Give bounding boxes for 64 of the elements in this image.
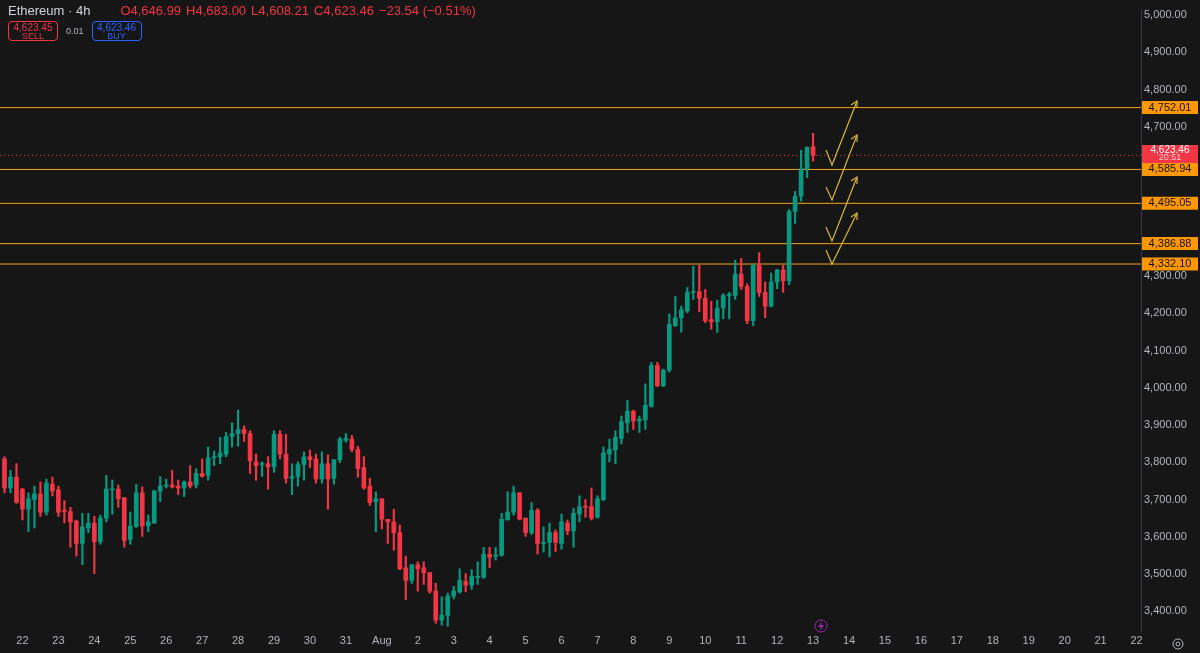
x-tick-label: 28 (231, 634, 245, 647)
x-tick-label: 27 (196, 634, 209, 647)
text: 20:51 (1158, 152, 1182, 163)
y-tick-label: 5,000.00 (1144, 8, 1187, 21)
x-tick-label: 31 (339, 634, 353, 647)
chart-title: Ethereum · 4h (8, 3, 91, 18)
ref-line-label: 4,332.10 (1148, 257, 1192, 270)
y-tick-label: 3,400.00 (1144, 604, 1187, 617)
y-tick-label: 3,700.00 (1144, 492, 1187, 505)
y-tick-label: 4,200.00 (1144, 306, 1187, 319)
x-tick-label: 8 (630, 634, 637, 647)
x-tick-label: 10 (699, 634, 712, 647)
x-tick-label: 7 (594, 634, 601, 647)
annotation: 4,623.46 (96, 22, 137, 33)
ref-line-label: 4,585.94 (1148, 162, 1192, 175)
x-tick-label: 17 (950, 634, 963, 647)
annotation: −23.54 (−0.51%) (378, 3, 476, 18)
x-tick-label: 29 (267, 634, 281, 647)
annotation: O4,646.99 (120, 3, 182, 18)
annotation: BUY (107, 31, 126, 41)
x-tick-label: 20 (1058, 634, 1071, 647)
x-tick-label: 24 (88, 634, 101, 647)
x-tick-label: 22 (16, 634, 29, 647)
y-tick-label: 4,000.00 (1144, 380, 1187, 393)
x-tick-label: 15 (878, 634, 892, 647)
annotation: C4,623.46 (313, 3, 374, 18)
x-tick-label: 22 (1130, 634, 1143, 647)
ref-line-label: 4,495.05 (1148, 196, 1192, 209)
x-tick-label: 25 (124, 634, 137, 647)
y-tick-label: 4,800.00 (1144, 82, 1187, 95)
y-tick-label: 3,600.00 (1144, 529, 1187, 542)
x-tick-label: Aug (372, 634, 392, 647)
x-tick-label: 4 (486, 634, 493, 647)
y-tick-label: 4,100.00 (1144, 343, 1187, 356)
ref-line-label: 4,386.88 (1148, 236, 1192, 249)
y-tick-label: 4,300.00 (1144, 269, 1187, 282)
ref-line-label: 4,623.46 (1150, 143, 1190, 155)
y-tick-label: 4,900.00 (1144, 45, 1187, 58)
x-tick-label: 6 (558, 634, 565, 647)
x-tick-label: 13 (806, 634, 820, 647)
x-tick-label: 26 (160, 634, 173, 647)
annotation: SELL (22, 31, 44, 41)
annotation: 0.01 (66, 26, 84, 36)
x-tick-label: 16 (914, 634, 928, 647)
y-tick-label: 3,500.00 (1144, 567, 1187, 580)
annotation: H4,683.00 (186, 3, 247, 18)
x-tick-label: 23 (52, 634, 65, 647)
annotation: L4,608.21 (251, 3, 309, 18)
x-tick-label: 12 (771, 634, 784, 647)
annotation: 4,623.45 (12, 22, 54, 33)
x-tick-label: 5 (522, 634, 529, 647)
x-tick-label: 3 (450, 634, 457, 647)
x-tick-label: 19 (1022, 634, 1035, 647)
y-tick-label: 4,700.00 (1144, 119, 1187, 132)
y-tick-label: 3,800.00 (1144, 455, 1187, 468)
x-tick-label: 11 (735, 634, 747, 647)
y-tick-label: 3,900.00 (1144, 418, 1187, 431)
x-tick-label: 2 (414, 634, 421, 647)
ref-line-label: 4,752.01 (1148, 100, 1192, 113)
x-tick-label: 18 (986, 634, 999, 647)
x-tick-label: 9 (666, 634, 673, 647)
x-tick-label: 14 (842, 634, 856, 647)
x-tick-label: 21 (1094, 634, 1107, 647)
x-tick-label: 30 (303, 634, 317, 647)
